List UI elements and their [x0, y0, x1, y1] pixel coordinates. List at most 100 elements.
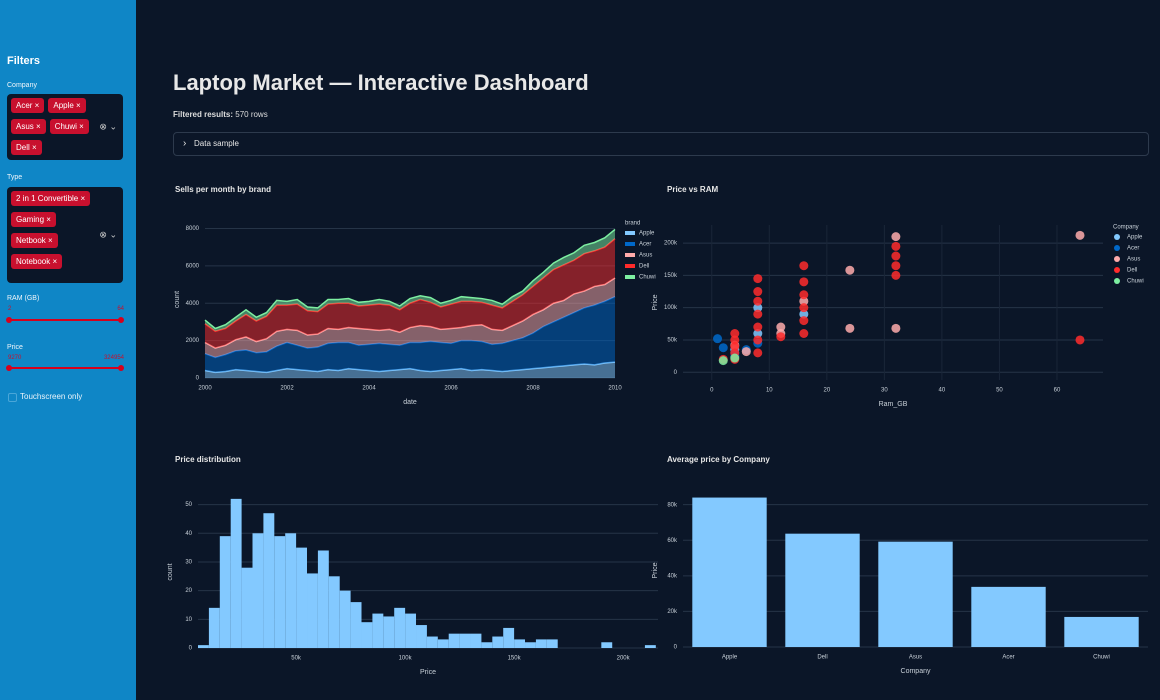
price-min: 9270 [8, 355, 22, 361]
type-select[interactable]: 2 in 1 Convertible Gaming Netbook Notebook [7, 187, 123, 283]
chart-title: Sells per month by brand [175, 185, 271, 194]
y-tick-label: 80k [667, 502, 678, 508]
histogram-bar [492, 636, 504, 648]
point [753, 303, 763, 313]
area [205, 296, 615, 373]
point [845, 265, 855, 275]
filter-chip[interactable]: Asus [11, 119, 46, 134]
x-tick-label: 2000 [198, 386, 212, 392]
x-tick-label: 60 [1054, 388, 1061, 394]
point [799, 290, 809, 300]
price-label: Price [7, 344, 23, 351]
point [753, 322, 763, 332]
legend-swatch [1114, 278, 1120, 284]
point [845, 323, 855, 333]
point [753, 309, 763, 319]
y-tick-label: 150k [664, 273, 678, 279]
point [753, 274, 763, 284]
x-tick-label: 2006 [444, 386, 458, 392]
histogram-bar [644, 645, 656, 648]
filter-chip[interactable]: Notebook [11, 254, 63, 269]
company-label: Company [7, 82, 37, 89]
filter-chip[interactable]: Dell [11, 140, 42, 155]
histogram-bar [317, 550, 329, 648]
x-tick-label: 10 [766, 388, 773, 394]
sidebar: Filters Company AcerAppleAsusChuwi Dell T… [0, 0, 136, 700]
histogram-bar [372, 613, 384, 648]
x-tick-label: 50 [996, 388, 1003, 394]
legend-label: Dell [1127, 268, 1137, 274]
results-label: Filtered results: [173, 110, 234, 119]
histogram-bar [307, 573, 318, 648]
point [891, 261, 901, 271]
histogram-bar [285, 533, 297, 648]
point [891, 232, 901, 242]
point [891, 251, 901, 261]
filter-chip[interactable]: Netbook [11, 233, 58, 248]
type-label: Type [7, 174, 23, 181]
x-tick-label: Acer [1002, 655, 1014, 661]
histogram-bar [459, 633, 471, 648]
histogram-bar [296, 547, 308, 648]
y-tick-label: 2000 [186, 338, 200, 344]
filter-chip[interactable]: Gaming [11, 212, 56, 227]
filter-chip[interactable]: Apple [48, 98, 86, 113]
data-sample-expander[interactable]: Data sample [173, 132, 1149, 156]
histogram-bar [448, 633, 460, 648]
y-tick-label: 40k [667, 573, 678, 579]
histogram-bar [503, 627, 515, 648]
y-tick-label: 20k [667, 609, 678, 615]
x-tick-label: 20 [823, 388, 830, 394]
y-tick-label: 0 [674, 370, 678, 376]
histogram-bar [535, 639, 547, 648]
x-axis-title: Company [901, 668, 931, 675]
x-tick-label: 2002 [280, 386, 294, 392]
x-tick-label: 30 [881, 388, 888, 394]
point [891, 241, 901, 251]
point [799, 309, 809, 319]
histogram-bar [405, 613, 417, 648]
y-tick-label: 10 [185, 617, 192, 623]
legend-swatch [1114, 234, 1120, 240]
point [730, 335, 740, 345]
y-tick-label: 50 [185, 502, 192, 508]
bar [785, 533, 860, 647]
point [718, 356, 728, 366]
histogram-bar [252, 533, 264, 648]
point [741, 347, 751, 357]
x-tick-label: Asus [909, 655, 922, 661]
histogram-bar [208, 607, 220, 648]
point [753, 329, 763, 338]
price-slider[interactable] [6, 365, 124, 371]
histogram-bar [514, 639, 526, 648]
legend-swatch [625, 231, 635, 235]
page-title: Laptop Market — Interactive Dashboard [173, 70, 589, 95]
histogram-bar [328, 576, 340, 648]
x-tick-label: Dell [817, 655, 827, 661]
legend-title: brand [625, 221, 640, 227]
histogram-bar [481, 642, 493, 648]
histogram-bar [241, 567, 253, 648]
point [799, 277, 809, 287]
bar [1064, 616, 1139, 647]
point [891, 323, 901, 333]
x-tick-label: 100k [399, 656, 413, 662]
histogram-bar [416, 625, 427, 648]
filter-chip[interactable]: Chuwi [49, 119, 89, 134]
ram-slider[interactable] [6, 317, 124, 323]
area-line [204, 228, 616, 330]
y-tick-label: 8000 [186, 226, 200, 232]
filter-chip[interactable]: 2 in 1 Convertible [11, 191, 91, 206]
touchscreen-checkbox[interactable] [8, 393, 17, 402]
x-axis-title: Price [420, 669, 436, 676]
point [753, 287, 763, 297]
legend-label: Acer [639, 242, 651, 248]
ram-min: 2 [8, 306, 12, 312]
bar [971, 586, 1046, 647]
filter-chip[interactable]: Acer [11, 98, 45, 113]
company-select[interactable]: AcerAppleAsusChuwi Dell [7, 94, 123, 160]
y-axis-title: count [167, 563, 174, 580]
sidebar-title: Filters [7, 55, 41, 67]
